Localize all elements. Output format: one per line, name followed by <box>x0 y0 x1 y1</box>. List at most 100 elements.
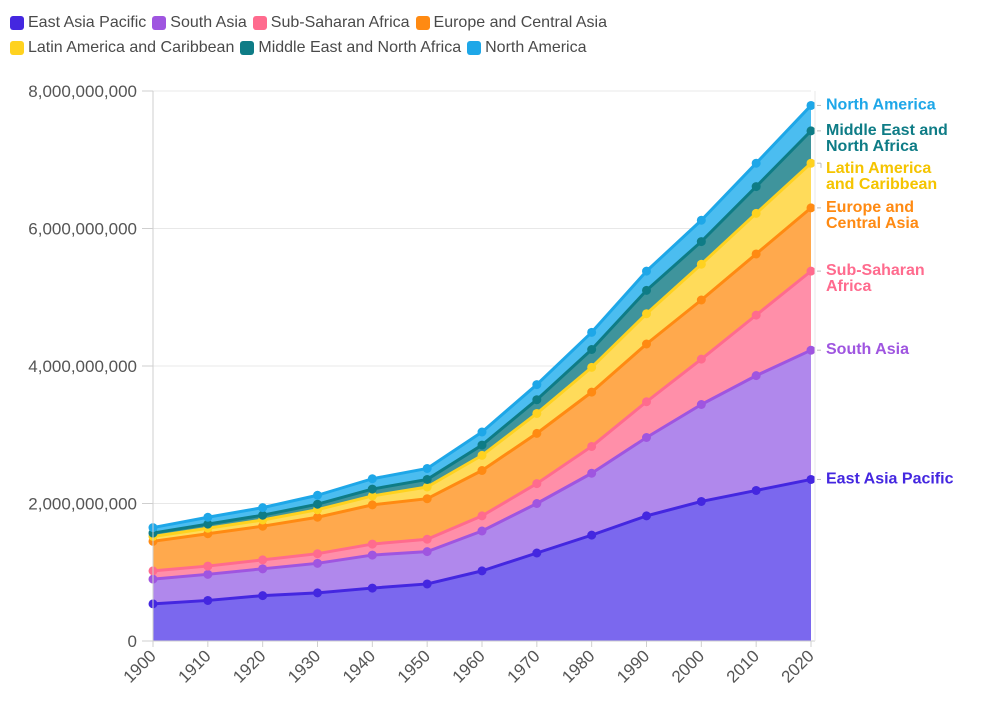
point-east-asia-pacific[interactable] <box>422 579 432 589</box>
point-sub-saharan-africa[interactable] <box>313 549 322 559</box>
point-north-america[interactable] <box>587 327 597 337</box>
point-south-asia[interactable] <box>587 468 597 478</box>
point-east-asia-pacific[interactable] <box>367 583 377 593</box>
point-europe-and-central-asia[interactable] <box>751 249 761 259</box>
x-tick-label: 2000 <box>668 646 708 686</box>
point-north-america[interactable] <box>696 215 706 225</box>
point-north-america[interactable] <box>313 490 322 500</box>
point-europe-and-central-asia[interactable] <box>532 428 542 438</box>
x-tick-label: 1980 <box>558 646 598 686</box>
point-europe-and-central-asia[interactable] <box>642 339 651 349</box>
point-east-asia-pacific[interactable] <box>587 530 597 540</box>
x-tick-label: 1960 <box>449 646 489 686</box>
point-latin-america-and-caribbean[interactable] <box>806 158 816 168</box>
point-europe-and-central-asia[interactable] <box>587 387 597 397</box>
legend-swatch <box>10 15 24 30</box>
point-middle-east-and-north-africa[interactable] <box>642 285 651 295</box>
point-europe-and-central-asia[interactable] <box>422 494 432 504</box>
legend-item-east-asia-pacific[interactable]: East Asia Pacific <box>10 10 146 35</box>
point-latin-america-and-caribbean[interactable] <box>422 482 432 492</box>
point-south-asia[interactable] <box>806 345 816 355</box>
point-north-america[interactable] <box>203 512 213 522</box>
point-sub-saharan-africa[interactable] <box>642 397 651 407</box>
point-east-asia-pacific[interactable] <box>696 496 706 506</box>
point-east-asia-pacific[interactable] <box>751 485 761 495</box>
legend-item-middle-east-and-north-africa[interactable]: Middle East and North Africa <box>240 35 461 60</box>
point-middle-east-and-north-africa[interactable] <box>587 345 597 354</box>
point-sub-saharan-africa[interactable] <box>422 534 432 544</box>
point-south-asia[interactable] <box>313 558 322 568</box>
point-sub-saharan-africa[interactable] <box>696 354 706 364</box>
point-south-asia[interactable] <box>642 433 651 442</box>
point-sub-saharan-africa[interactable] <box>477 511 487 521</box>
point-sub-saharan-africa[interactable] <box>751 310 761 320</box>
point-middle-east-and-north-africa[interactable] <box>313 499 322 509</box>
point-east-asia-pacific[interactable] <box>806 474 816 484</box>
legend-item-sub-saharan-africa[interactable]: Sub-Saharan Africa <box>252 10 410 35</box>
point-south-asia[interactable] <box>696 400 706 409</box>
point-east-asia-pacific[interactable] <box>313 588 322 598</box>
point-south-asia[interactable] <box>477 526 487 536</box>
point-south-asia[interactable] <box>367 550 377 560</box>
point-east-asia-pacific[interactable] <box>203 595 213 605</box>
point-north-america[interactable] <box>751 158 761 168</box>
point-middle-east-and-north-africa[interactable] <box>806 126 816 136</box>
point-south-asia[interactable] <box>422 547 432 557</box>
point-south-asia[interactable] <box>532 499 542 508</box>
legend-label: Latin America and Caribbean <box>28 38 235 56</box>
end-label-middle-east-and-north-africa: North Africa <box>826 138 918 155</box>
area-south-asia <box>153 350 811 604</box>
x-tick-label: 1970 <box>503 646 543 686</box>
point-sub-saharan-africa[interactable] <box>587 441 597 451</box>
point-europe-and-central-asia[interactable] <box>696 295 706 305</box>
end-label-sub-saharan-africa: Africa <box>826 278 871 295</box>
point-south-asia[interactable] <box>258 564 268 574</box>
point-sub-saharan-africa[interactable] <box>806 266 816 276</box>
legend-item-north-america[interactable]: North America <box>467 35 587 60</box>
point-middle-east-and-north-africa[interactable] <box>477 440 487 450</box>
point-europe-and-central-asia[interactable] <box>313 512 322 522</box>
point-north-america[interactable] <box>258 503 268 513</box>
point-north-america[interactable] <box>806 100 816 110</box>
point-sub-saharan-africa[interactable] <box>532 479 542 489</box>
point-sub-saharan-africa[interactable] <box>258 555 268 565</box>
point-europe-and-central-asia[interactable] <box>258 521 268 531</box>
legend-item-south-asia[interactable]: South Asia <box>152 10 247 35</box>
point-latin-america-and-caribbean[interactable] <box>477 450 487 460</box>
point-latin-america-and-caribbean[interactable] <box>532 408 542 418</box>
point-latin-america-and-caribbean[interactable] <box>587 362 597 372</box>
point-europe-and-central-asia[interactable] <box>806 203 816 213</box>
point-north-america[interactable] <box>532 380 542 390</box>
point-north-america[interactable] <box>477 427 487 437</box>
point-east-asia-pacific[interactable] <box>477 566 487 576</box>
legend-label: Europe and Central Asia <box>433 13 607 31</box>
point-europe-and-central-asia[interactable] <box>367 500 377 510</box>
point-east-asia-pacific[interactable] <box>532 548 542 558</box>
point-south-asia[interactable] <box>751 371 761 381</box>
point-middle-east-and-north-africa[interactable] <box>422 474 432 484</box>
legend-label: Sub-Saharan Africa <box>270 13 410 31</box>
point-north-america[interactable] <box>422 463 432 473</box>
point-latin-america-and-caribbean[interactable] <box>642 309 651 319</box>
point-north-america[interactable] <box>642 266 651 276</box>
point-middle-east-and-north-africa[interactable] <box>367 484 377 494</box>
legend-item-europe-and-central-asia[interactable]: Europe and Central Asia <box>415 10 607 35</box>
point-south-asia[interactable] <box>203 569 213 579</box>
y-tick-label: 8,000,000,000 <box>28 82 137 101</box>
point-middle-east-and-north-africa[interactable] <box>696 237 706 247</box>
point-east-asia-pacific[interactable] <box>258 591 268 601</box>
point-east-asia-pacific[interactable] <box>642 511 651 521</box>
point-sub-saharan-africa[interactable] <box>203 561 213 571</box>
area-europe-and-central-asia <box>153 207 811 571</box>
point-latin-america-and-caribbean[interactable] <box>367 491 377 501</box>
point-latin-america-and-caribbean[interactable] <box>696 259 706 269</box>
point-latin-america-and-caribbean[interactable] <box>751 208 761 218</box>
legend-item-latin-america-and-caribbean[interactable]: Latin America and Caribbean <box>10 35 234 60</box>
point-middle-east-and-north-africa[interactable] <box>258 510 268 520</box>
point-middle-east-and-north-africa[interactable] <box>203 519 213 529</box>
point-middle-east-and-north-africa[interactable] <box>532 395 542 405</box>
point-north-america[interactable] <box>367 474 377 484</box>
point-europe-and-central-asia[interactable] <box>477 466 487 475</box>
point-middle-east-and-north-africa[interactable] <box>751 182 761 192</box>
point-sub-saharan-africa[interactable] <box>367 539 377 549</box>
